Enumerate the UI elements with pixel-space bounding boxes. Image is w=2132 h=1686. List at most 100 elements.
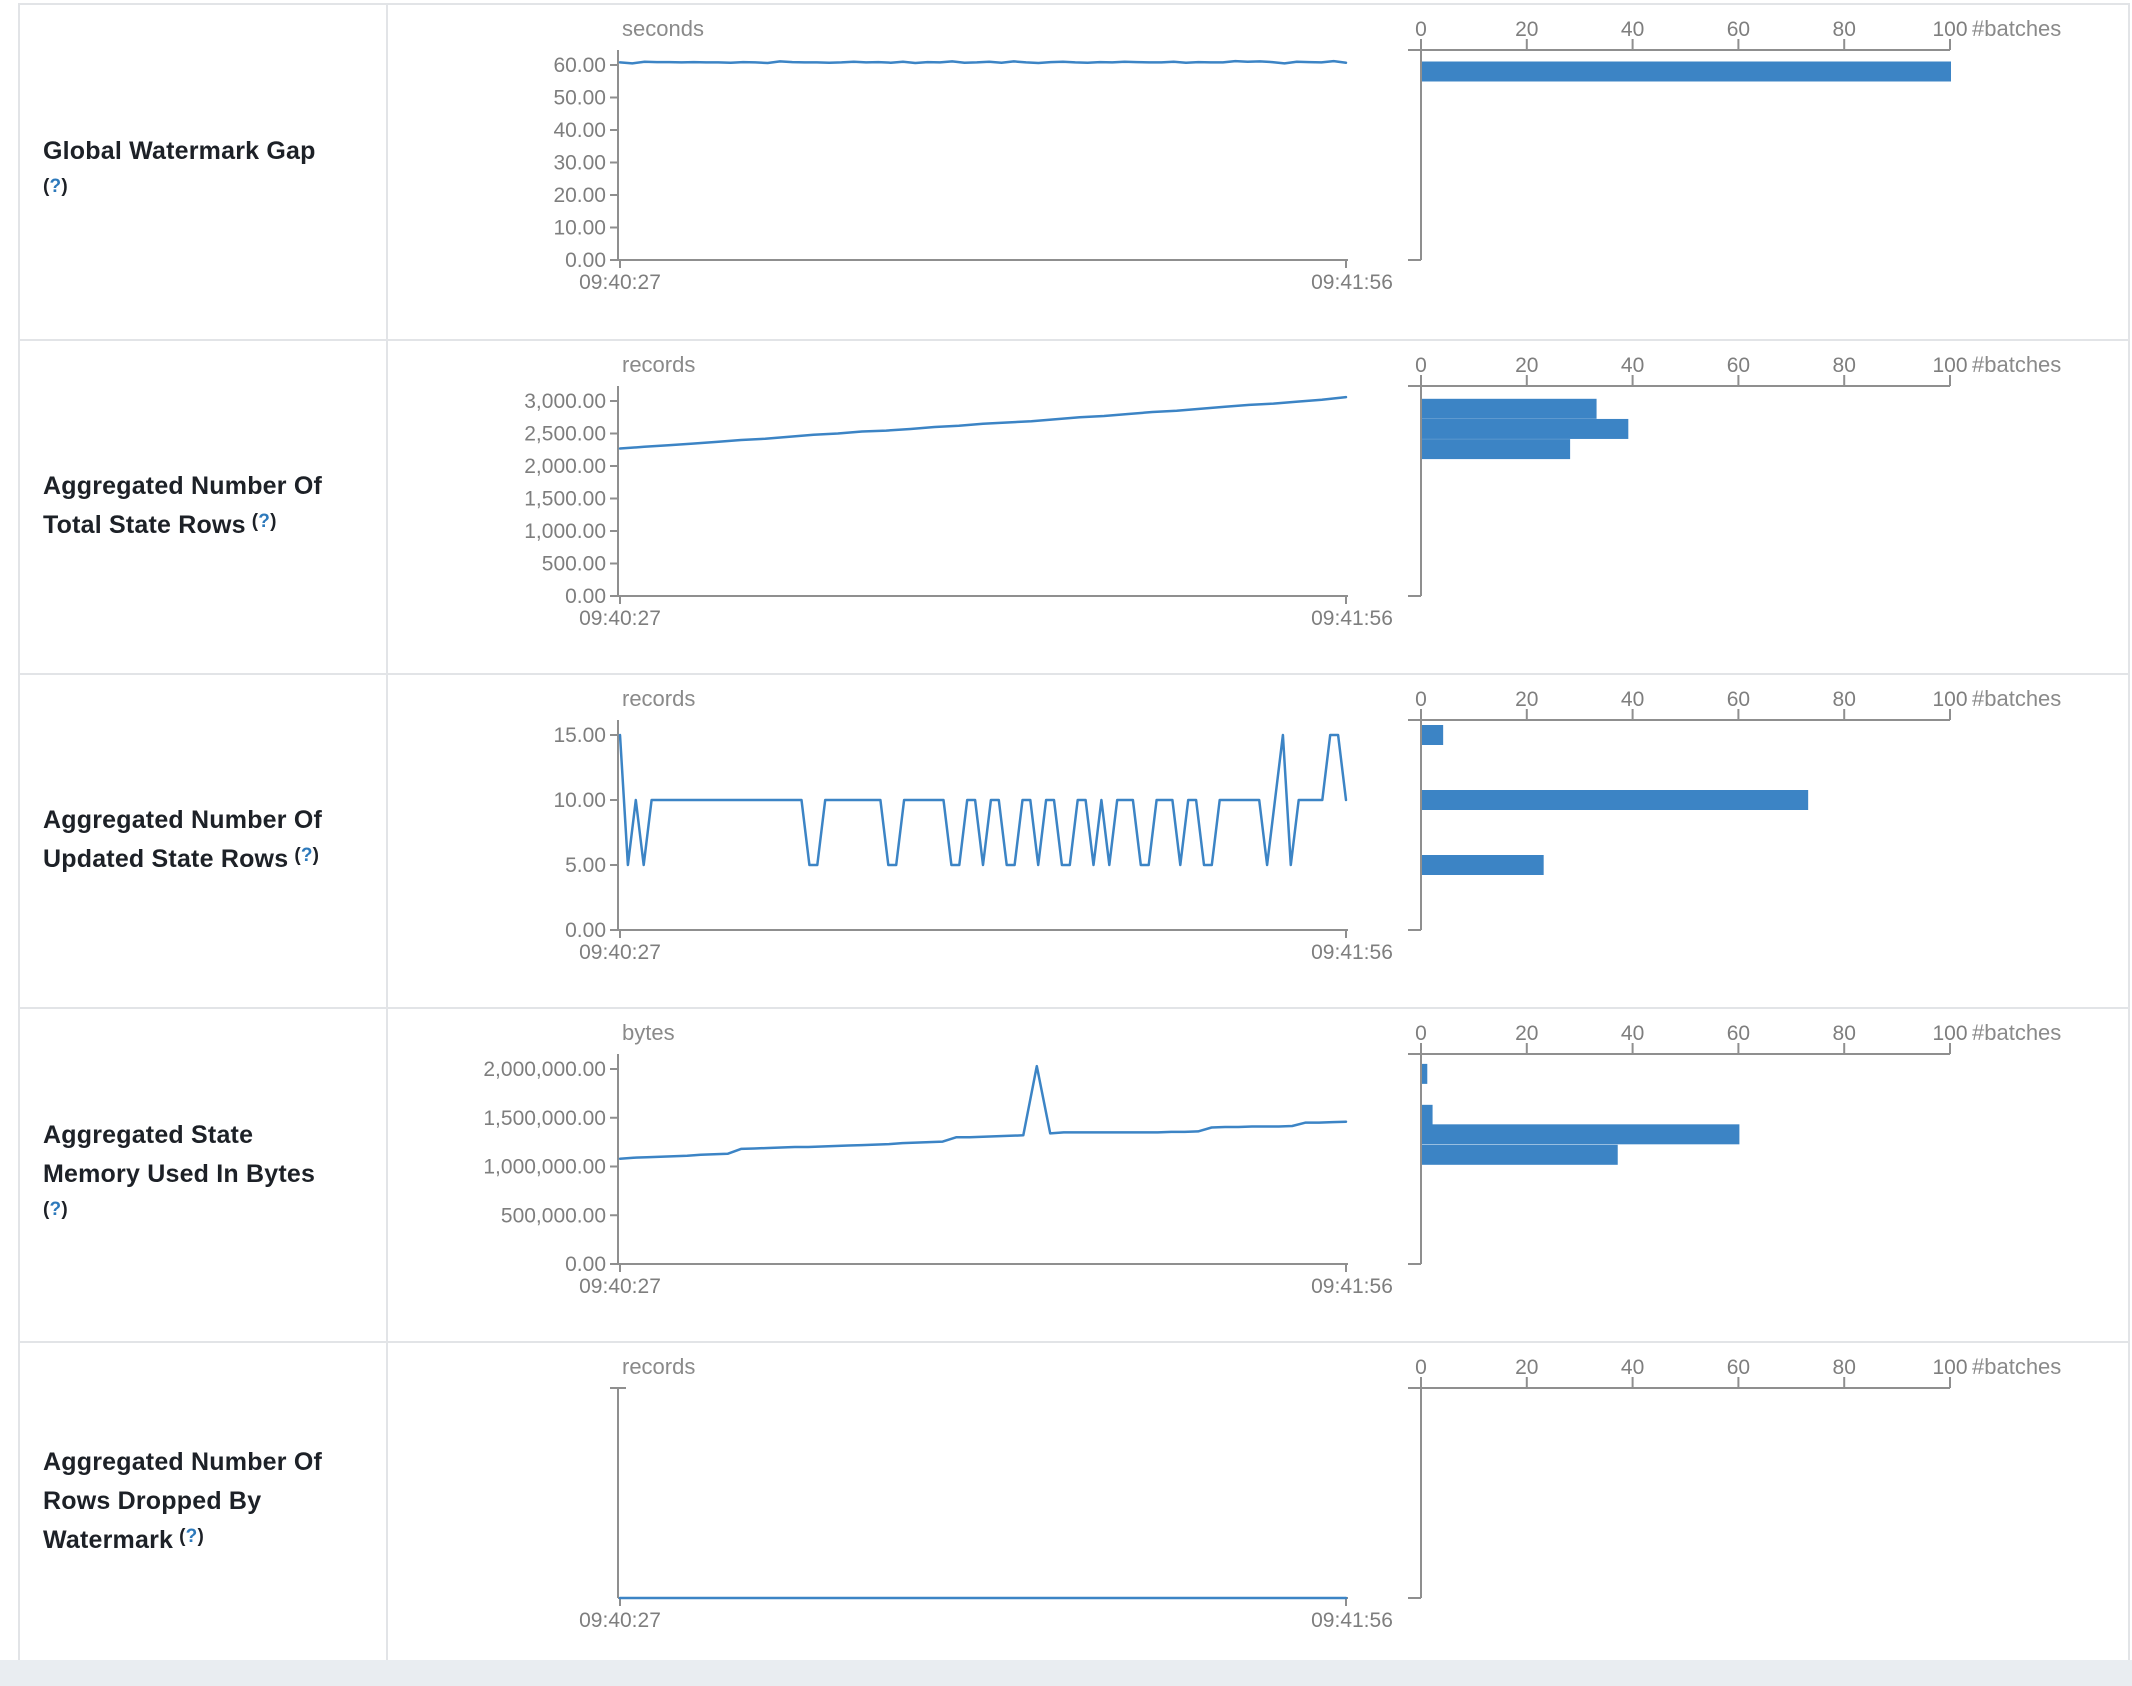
row-chart-canvas: bytes 2,000,000.00 1,500,000.00 1,000,000.0… [483,1020,2061,1298]
chart-cell-aggregated-state-memory-used: bytes 2,000,000.00 1,500,000.00 1,000,000.0… [388,1009,2132,1341]
help-tooltip-link[interactable]: (?) [179,1525,204,1547]
metric-row-global-watermark-gap: Global Watermark Gap (?) seconds 60.00 50.00… [20,5,2128,339]
histogram-tick-label: 0 [1415,18,1427,41]
metric-label-aggregated-total-state-rows: Aggregated Number Of Total State Rows (?) [20,341,388,673]
x-tick-label-start: 09:40:27 [579,941,661,964]
histogram-tick-label: 60 [1727,354,1750,377]
histogram-bar [1422,1063,1428,1084]
metric-label-line: Aggregated Number Of [43,1447,323,1476]
histogram-tick-label: 40 [1621,1356,1644,1379]
histogram-bar [1422,790,1809,810]
y-tick-label: 2,000.00 [524,455,606,478]
metric-label-line: Memory Used In Bytes [43,1159,316,1188]
histogram-tick-label: 100 [1932,1022,1967,1045]
histogram-tick-label: 20 [1515,1356,1538,1379]
histogram-bar [1422,1104,1433,1125]
x-tick-label-end: 09:41:56 [1311,1609,1393,1632]
y-tick-label: 2,000,000.00 [483,1058,606,1081]
question-mark-icon: ? [185,1525,198,1547]
timeline-line [618,1064,1348,1160]
histogram-tick-label: 40 [1621,18,1644,41]
timeline-line [618,733,1348,867]
chart-cell-global-watermark-gap: seconds 60.00 50.00 40.00 30.00 20.00 10.00 0.0… [388,5,2132,339]
row-chart-canvas: records 09:40:27 09:41:56 0 20 40 60 80 100 #batc… [579,1354,2061,1632]
histogram-bar [1422,61,1951,82]
help-tooltip-link[interactable]: (?) [251,511,277,532]
question-mark-icon: ? [300,845,313,866]
histogram-tick-label: 80 [1833,1356,1856,1379]
metric-row-aggregated-updated-state-rows: Aggregated Number Of Updated State Rows (?… [20,673,2128,1007]
chart-cell-aggregated-updated-state-rows: records 15.00 10.00 5.00 0.00 09:40:27 09:41:5… [388,675,2132,1007]
histogram-tick-label: 80 [1833,1022,1856,1045]
timeline-unit-label: records [622,352,695,377]
y-tick-label: 30.00 [553,152,606,175]
y-tick-label: 3,000.00 [524,390,606,413]
histogram-tick-label: 80 [1833,354,1856,377]
histogram-unit-label: #batches [1972,352,2061,377]
histogram-tick-label: 100 [1932,1356,1967,1379]
row-chart-canvas: records 3,000.00 2,500.00 2,000.00 1,500.00 1… [524,352,2061,630]
y-tick-label: 1,000,000.00 [483,1156,606,1179]
histogram-tick-label: 80 [1833,688,1856,711]
histogram-bar [1422,855,1544,875]
histogram-tick-label: 20 [1515,18,1538,41]
timeline-line [618,59,1348,65]
y-tick-label: 1,500,000.00 [483,1107,606,1130]
metric-label-aggregated-rows-dropped-by-watermark: Aggregated Number Of Rows Dropped By Water… [20,1343,388,1661]
page-footer-background [0,1660,2132,1686]
help-tooltip-link[interactable]: (?) [294,845,320,866]
histogram-tick-label: 40 [1621,354,1644,377]
y-tick-label: 15.00 [553,724,606,747]
histogram-unit-label: #batches [1972,686,2061,711]
metric-label-line: Watermark (?) [43,1525,204,1554]
histogram-tick-label: 0 [1415,1356,1427,1379]
y-tick-label: 60.00 [553,54,606,77]
y-tick-label: 0.00 [565,585,606,608]
y-tick-label: 10.00 [553,789,606,812]
metric-label-line: (?) [43,171,372,212]
x-tick-label-start: 09:40:27 [579,271,661,294]
histogram-tick-label: 60 [1727,1022,1750,1045]
metric-row-aggregated-total-state-rows: Aggregated Number Of Total State Rows (?) r… [20,339,2128,673]
y-tick-label: 0.00 [565,919,606,942]
histogram-tick-label: 100 [1932,688,1967,711]
y-tick-label: 1,500.00 [524,488,606,511]
metric-label-line: Updated State Rows (?) [43,845,320,873]
help-tooltip-link[interactable]: (?) [43,176,68,197]
histogram-tick-label: 0 [1415,354,1427,377]
y-tick-label: 0.00 [565,249,606,272]
timeline-unit-label: seconds [622,16,704,41]
y-tick-label: 2,500.00 [524,423,606,446]
y-tick-label: 50.00 [553,87,606,110]
metric-label-global-watermark-gap: Global Watermark Gap (?) [20,5,388,339]
histogram-tick-label: 20 [1515,688,1538,711]
histogram-tick-label: 60 [1727,1356,1750,1379]
histogram-tick-label: 0 [1415,688,1427,711]
chart-cell-aggregated-total-state-rows: records 3,000.00 2,500.00 2,000.00 1,500.00 1… [388,341,2132,673]
y-tick-label: 5.00 [565,854,606,877]
histogram-unit-label: #batches [1972,1354,2061,1379]
histogram-tick-label: 20 [1515,354,1538,377]
timeline-unit-label: bytes [622,1020,675,1045]
metric-label-aggregated-updated-state-rows: Aggregated Number Of Updated State Rows (?… [20,675,388,1007]
histogram-tick-label: 100 [1932,18,1967,41]
histogram-tick-label: 0 [1415,1022,1427,1045]
metric-label-aggregated-state-memory-used: Aggregated State Memory Used In Bytes (?) [20,1009,388,1341]
y-tick-label: 500.00 [542,553,606,576]
histogram-tick-label: 20 [1515,1022,1538,1045]
x-tick-label-end: 09:41:56 [1311,607,1393,630]
metric-label-line: Aggregated Number Of [43,806,323,834]
metric-label-line: Total State Rows (?) [43,511,277,539]
histogram-tick-label: 80 [1833,18,1856,41]
histogram-tick-label: 100 [1932,354,1967,377]
timeline-unit-label: records [622,686,695,711]
y-tick-label: 1,000.00 [524,520,606,543]
x-tick-label-end: 09:41:56 [1311,271,1393,294]
help-tooltip-link[interactable]: (?) [43,1198,68,1220]
histogram-unit-label: #batches [1972,1020,2061,1045]
question-mark-icon: ? [49,176,62,197]
x-tick-label-end: 09:41:56 [1311,941,1393,964]
histogram-bar [1422,418,1629,439]
y-tick-label: 10.00 [553,217,606,240]
